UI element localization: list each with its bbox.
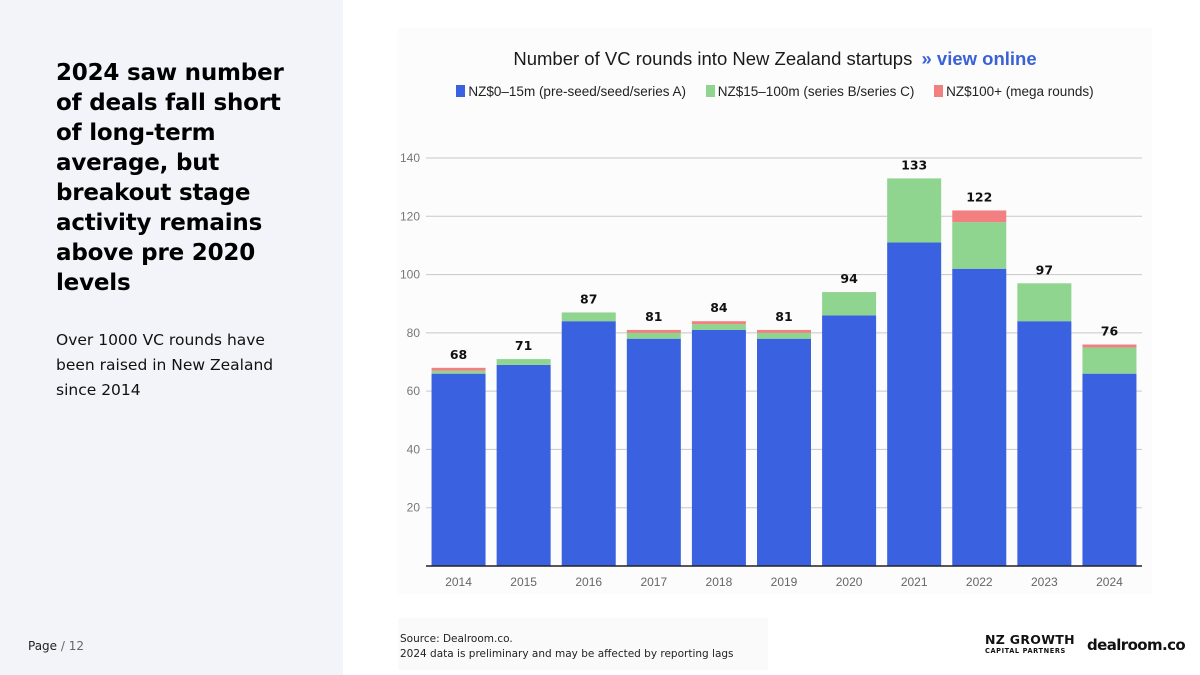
x-tick-label-2014: 2014 bbox=[445, 575, 472, 589]
y-tick-label: 140 bbox=[400, 151, 420, 165]
bar-2021-series-1 bbox=[887, 178, 942, 243]
bar-2022-series-1 bbox=[952, 222, 1007, 269]
total-label-2017: 81 bbox=[645, 309, 662, 324]
bar-2019-series-0 bbox=[757, 338, 811, 566]
x-tick-label-2016: 2016 bbox=[575, 575, 602, 589]
total-label-2022: 122 bbox=[966, 189, 992, 204]
x-tick-label-2023: 2023 bbox=[1031, 575, 1058, 589]
y-tick-label: 120 bbox=[400, 209, 420, 223]
total-label-2024: 76 bbox=[1101, 324, 1119, 339]
bar-2021-series-0 bbox=[887, 242, 942, 566]
stacked-bar-chart: 20 40 60 80 100 120 140 68 2014 71 2015 87 2016 81 201… bbox=[398, 128, 1152, 594]
x-tick-label-2018: 2018 bbox=[706, 575, 733, 589]
x-tick-label-2019: 2019 bbox=[771, 575, 798, 589]
total-label-2018: 84 bbox=[710, 300, 728, 315]
bar-2015-series-1 bbox=[496, 359, 551, 365]
legend-item-0-15m: NZ$0–15m (pre-seed/seed/series A) bbox=[456, 84, 686, 99]
y-tick-label: 20 bbox=[407, 501, 421, 515]
preliminary-note: 2024 data is preliminary and may be affe… bbox=[400, 648, 734, 660]
total-label-2014: 68 bbox=[450, 347, 467, 362]
x-tick-label-2017: 2017 bbox=[640, 575, 667, 589]
bar-2014-series-2 bbox=[431, 367, 486, 371]
y-tick-label: 40 bbox=[407, 442, 421, 456]
legend-label-15-100m: NZ$15–100m (series B/series C) bbox=[717, 84, 915, 99]
bar-2018-series-1 bbox=[691, 324, 746, 330]
legend-item-100plus: NZ$100+ (mega rounds) bbox=[934, 84, 1094, 99]
bar-2022-series-2 bbox=[952, 210, 1007, 223]
nz-growth-capital-logo: NZ GROWTH CAPITAL PARTNERS bbox=[985, 633, 1075, 656]
view-online-arrow[interactable]: » bbox=[921, 48, 932, 69]
chart-header-card bbox=[398, 28, 1152, 138]
legend-label-0-15m: NZ$0–15m (pre-seed/seed/series A) bbox=[468, 84, 687, 99]
headline: 2024 saw number of deals fall short of l… bbox=[56, 60, 284, 296]
bar-2023-series-1 bbox=[1017, 283, 1072, 322]
total-label-2019: 81 bbox=[775, 309, 792, 324]
legend-swatch-15-100m bbox=[705, 85, 715, 97]
legend-swatch-0-15m bbox=[456, 85, 466, 97]
bar-2019-series-1 bbox=[757, 332, 811, 339]
chart-title-text: Number of VC rounds into New Zealand sta… bbox=[513, 48, 913, 69]
bar-2015-series-0 bbox=[496, 364, 551, 566]
bar-2017-series-1 bbox=[626, 332, 681, 339]
bar-2016-series-1 bbox=[561, 312, 616, 322]
x-tick-label-2021: 2021 bbox=[901, 575, 928, 589]
bar-2014-series-0 bbox=[431, 373, 486, 566]
y-tick-label: 100 bbox=[400, 268, 420, 282]
logo-line-2: CAPITAL PARTNERS bbox=[985, 647, 1066, 655]
legend-item-15-100m: NZ$15–100m (series B/series C) bbox=[705, 84, 915, 99]
bar-2018-series-0 bbox=[691, 329, 746, 566]
bar-2017-series-2 bbox=[626, 329, 681, 333]
bar-2024-series-2 bbox=[1082, 344, 1137, 348]
x-tick-label-2020: 2020 bbox=[836, 575, 863, 589]
x-tick-label-2022: 2022 bbox=[966, 575, 993, 589]
page-separator: / bbox=[60, 639, 65, 653]
bar-2020-series-1 bbox=[822, 292, 877, 316]
logo-line-1: NZ GROWTH bbox=[985, 632, 1075, 647]
page-label: Page bbox=[28, 639, 58, 653]
total-label-2021: 133 bbox=[901, 157, 927, 172]
bar-2022-series-0 bbox=[952, 268, 1007, 566]
x-tick-label-2024: 2024 bbox=[1096, 575, 1123, 589]
chart-legend: NZ$0–15m (pre-seed/seed/series A) NZ$15–… bbox=[398, 84, 1152, 99]
y-tick-label: 80 bbox=[407, 326, 421, 340]
x-tick-label-2015: 2015 bbox=[510, 575, 537, 589]
bar-2024-series-0 bbox=[1082, 373, 1137, 566]
page-indicator: Page / 12 bbox=[28, 639, 84, 653]
bar-2014-series-1 bbox=[431, 370, 486, 374]
total-label-2020: 94 bbox=[840, 271, 858, 286]
total-label-2015: 71 bbox=[515, 338, 532, 353]
legend-swatch-100plus bbox=[934, 85, 944, 97]
bar-2024-series-1 bbox=[1082, 347, 1137, 374]
left-panel bbox=[0, 0, 343, 675]
y-tick-label: 60 bbox=[407, 384, 421, 398]
view-online-link[interactable]: view online bbox=[936, 48, 1037, 69]
bar-2020-series-0 bbox=[822, 315, 877, 566]
subtext: Over 1000 VC rounds have been raised in … bbox=[56, 331, 274, 399]
bar-2018-series-2 bbox=[691, 321, 746, 325]
bar-2016-series-0 bbox=[561, 321, 616, 566]
chart-title: Number of VC rounds into New Zealand sta… bbox=[398, 48, 1152, 70]
legend-label-100plus: NZ$100+ (mega rounds) bbox=[946, 84, 1094, 99]
bar-2023-series-0 bbox=[1017, 321, 1072, 566]
page-number: 12 bbox=[68, 639, 85, 653]
total-label-2023: 97 bbox=[1036, 262, 1053, 277]
bar-2019-series-2 bbox=[757, 329, 811, 333]
source-note: Source: Dealroom.co. 2024 data is prelim… bbox=[398, 618, 768, 670]
dealroom-logo: dealroom.co bbox=[1087, 636, 1186, 654]
bar-2017-series-0 bbox=[626, 338, 681, 566]
source-line: Source: Dealroom.co. bbox=[400, 633, 513, 645]
total-label-2016: 87 bbox=[580, 291, 597, 306]
